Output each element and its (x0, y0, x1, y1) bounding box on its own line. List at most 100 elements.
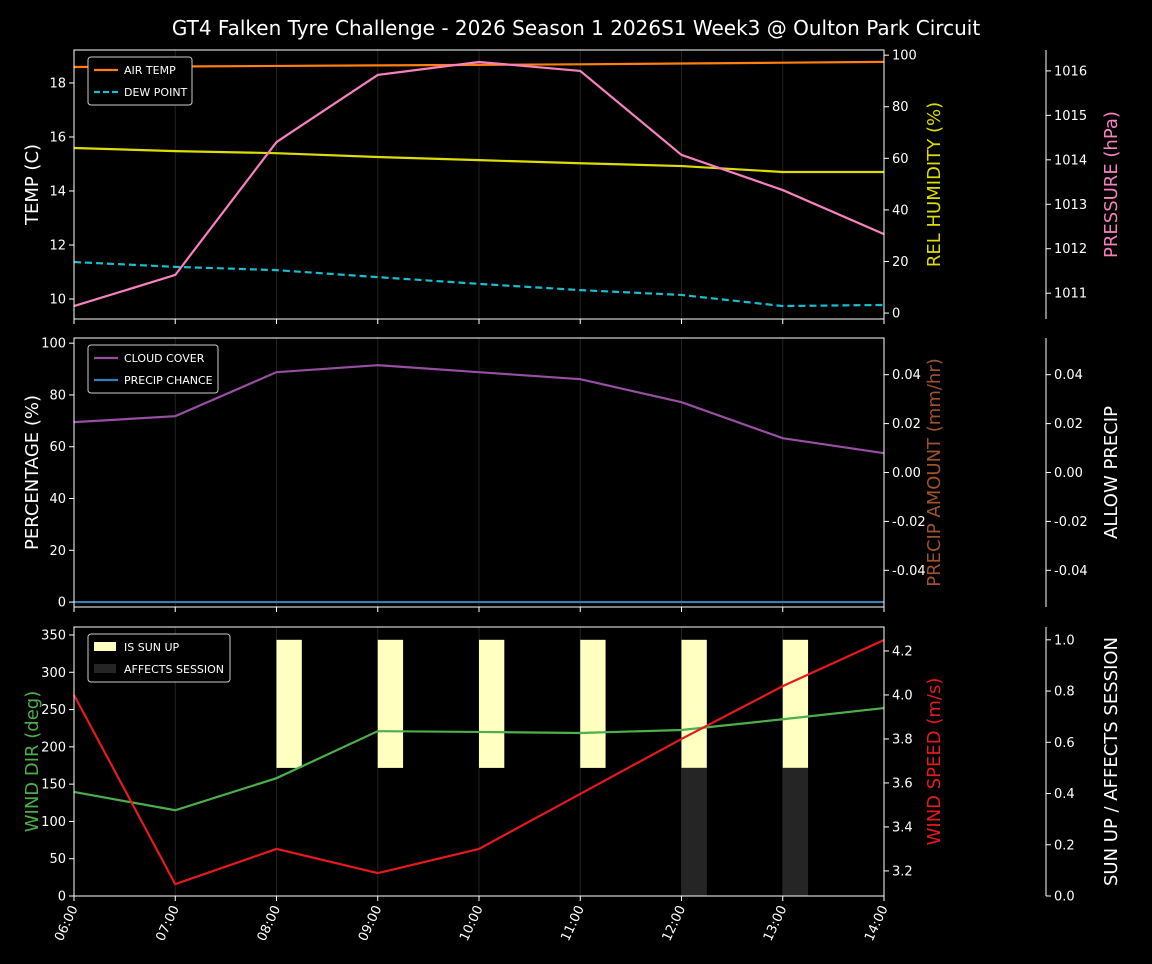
bar-is-sun-up (681, 639, 707, 768)
y-tick-label: 0.2 (1054, 838, 1075, 853)
series-line-y2 (73, 146, 884, 174)
bar-is-sun-up (479, 639, 505, 768)
series-line-y (73, 706, 885, 812)
legend-label: DEW POINT (124, 86, 188, 99)
series-line-dew-point (73, 260, 885, 308)
bar-is-sun-up (580, 639, 606, 768)
y-tick-label: 1016 (1054, 64, 1087, 79)
y-tick-label: 0.00 (1054, 466, 1083, 481)
y-tick-label: 40 (892, 203, 909, 218)
y-tick-label: 0.8 (1054, 685, 1075, 700)
y-tick-label: 0.04 (1054, 368, 1083, 383)
y-tick-label: 14 (49, 184, 66, 199)
y-tick-label: 0.04 (892, 368, 921, 383)
series-line-y3 (73, 60, 885, 308)
y-tick-label: 0.02 (892, 417, 921, 432)
bar-is-sun-up (377, 639, 404, 768)
y-tick-label: 12 (49, 238, 66, 253)
y-tick-label: 0.00 (892, 466, 921, 481)
y-tick-label: 1015 (1054, 109, 1087, 124)
y-tick-label: 16 (49, 130, 66, 145)
y-tick-label: -0.02 (1054, 515, 1088, 530)
legend-label: IS SUN UP (124, 641, 180, 654)
y-tick-label: 1013 (1054, 198, 1087, 213)
y-tick-label: 350 (41, 628, 66, 643)
y-tick-label: 250 (41, 703, 66, 718)
y2-axis-label: WIND SPEED (m/s) (924, 678, 945, 846)
y-tick-label: 0 (58, 890, 66, 905)
legend-label: CLOUD COVER (124, 352, 205, 365)
legend-swatch (94, 664, 116, 673)
y-axis-label: WIND DIR (deg) (22, 691, 43, 833)
y-tick-label: 3.2 (892, 864, 913, 879)
legend-label: PRECIP CHANCE (124, 374, 213, 387)
y-tick-label: 0 (892, 307, 900, 322)
y-tick-label: -0.04 (892, 564, 926, 579)
y2-axis-label: PRECIP AMOUNT (mm/hr) (924, 358, 945, 587)
x-tick-label: 08:00 (255, 903, 284, 943)
legend: AIR TEMP DEW POINT (87, 56, 193, 106)
y-tick-label: 3.4 (892, 820, 913, 835)
legend-box (87, 344, 219, 394)
x-tick-label: 12:00 (660, 903, 689, 943)
legend-swatch (94, 642, 116, 651)
series-line-air-temp (73, 60, 885, 69)
bar-is-sun-up (276, 639, 302, 768)
y-tick-label: -0.02 (892, 515, 926, 530)
legend-box (87, 633, 231, 683)
y-tick-label: 1012 (1054, 242, 1087, 257)
bar-affects-session (782, 767, 809, 896)
legend: IS SUN UP AFFECTS SESSION (87, 633, 231, 683)
chart-title: GT4 Falken Tyre Challenge - 2026 Season … (172, 16, 980, 40)
panel-1: 1012141618020406080100101110121013101410… (22, 49, 1122, 324)
legend-label: AIR TEMP (124, 64, 176, 77)
y-tick-label: 100 (892, 49, 917, 64)
x-tick-label: 14:00 (862, 903, 891, 943)
y-tick-label: 0.02 (1054, 417, 1083, 432)
bar-affects-session (681, 767, 707, 896)
series-line-y2 (73, 638, 885, 886)
series-line-cloud-cover (73, 364, 885, 455)
y3-axis-label: ALLOW PRECIP (1101, 406, 1122, 539)
y-tick-label: 60 (892, 152, 909, 167)
x-tick-label: 10:00 (457, 903, 486, 943)
y-tick-label: 3.6 (892, 776, 913, 791)
y-tick-label: 4.2 (892, 644, 913, 659)
y-tick-label: -0.04 (1054, 564, 1088, 579)
y-tick-label: 40 (49, 492, 66, 507)
panel-3: 06:00 07:00 08:00 09:00 10:00 11:00 12:00 13:00… (22, 626, 1122, 944)
y-tick-label: 0.6 (1054, 736, 1075, 751)
y-tick-label: 10 (49, 293, 66, 308)
y-tick-label: 100 (41, 815, 66, 830)
y-tick-label: 200 (41, 740, 66, 755)
x-tick-label: 11:00 (558, 903, 587, 943)
bar-is-sun-up (782, 639, 809, 768)
y3-axis-label: SUN UP / AFFECTS SESSION (1101, 637, 1122, 886)
y-tick-label: 1.0 (1054, 633, 1075, 648)
y-tick-label: 150 (41, 778, 66, 793)
y-tick-label: 3.8 (892, 732, 913, 747)
y-tick-label: 50 (49, 852, 66, 867)
y-tick-label: 1011 (1054, 287, 1087, 302)
x-tick-label: 13:00 (761, 903, 790, 943)
y3-axis-label: PRESSURE (hPa) (1101, 111, 1122, 258)
y-tick-label: 20 (892, 255, 909, 270)
x-tick-label: 07:00 (153, 903, 182, 943)
y-tick-label: 100 (41, 337, 66, 352)
y-axis-label: TEMP (C) (22, 144, 43, 226)
x-tick-label: 09:00 (356, 903, 385, 943)
y-tick-label: 300 (41, 666, 66, 681)
y-tick-label: 0.0 (1054, 890, 1075, 905)
y-tick-label: 18 (49, 76, 66, 91)
y-axis-label: PERCENTAGE (%) (22, 395, 43, 550)
panel-2: 0 20 40 60 80 100 -0.04 -0.02 0.00 0.02 0.04 -0.04 -… (22, 337, 1122, 612)
y-tick-label: 20 (49, 544, 66, 559)
y2-axis-label: REL HUMIDITY (%) (924, 102, 945, 267)
y-tick-label: 60 (49, 440, 66, 455)
y-tick-label: 1014 (1054, 153, 1087, 168)
y-tick-label: 80 (49, 388, 66, 403)
x-tick-label: 06:00 (52, 903, 81, 943)
y-tick-label: 0.4 (1054, 787, 1075, 802)
legend: CLOUD COVER PRECIP CHANCE (87, 344, 219, 394)
